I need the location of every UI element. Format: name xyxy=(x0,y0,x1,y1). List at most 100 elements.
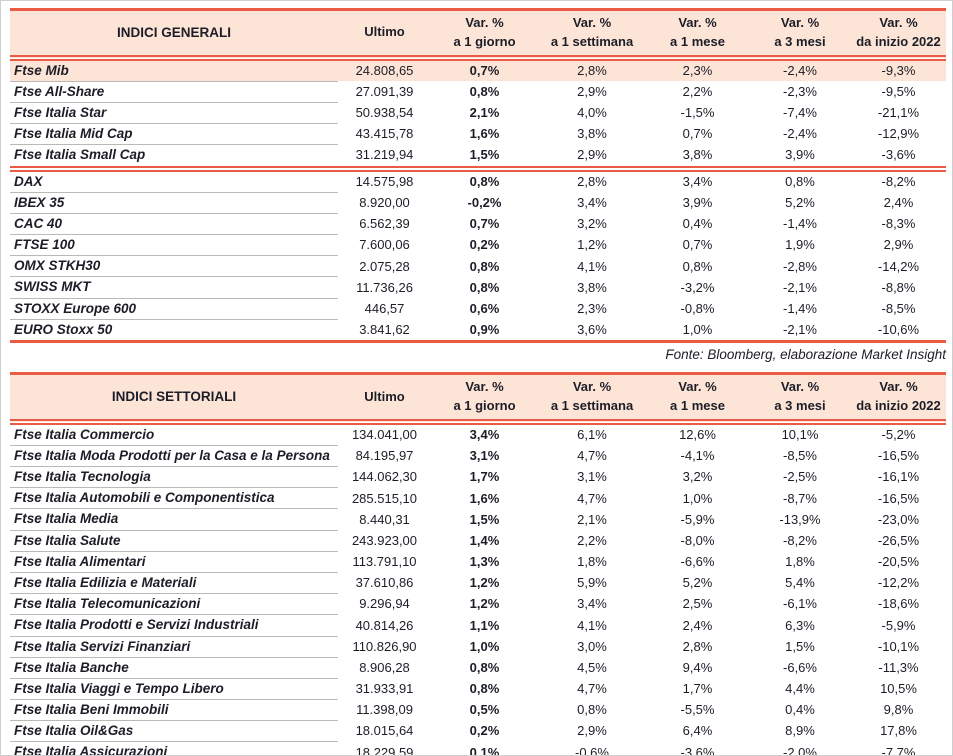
var-1-mese: -6,6% xyxy=(680,554,715,570)
var-3-mesi: -2,0% xyxy=(783,744,817,756)
var-1-mese: 2,2% xyxy=(682,84,713,100)
ultimo-value: 144.062,30 xyxy=(351,469,418,485)
var-inizio-2022: -11,3% xyxy=(878,659,919,675)
table-header: INDICI SETTORIALI Ultimo Var. % a 1 giorno V… xyxy=(10,373,946,425)
var-inizio-2022: 2,4% xyxy=(883,194,914,210)
var-inizio-2022: 10,5% xyxy=(880,681,917,697)
var-1-giorno: 1,1% xyxy=(469,617,500,633)
var-1-settimana: 3,4% xyxy=(577,194,607,210)
index-row: Ftse Italia Star 50.938,54 2,1% 4,0% -1,5% -7… xyxy=(10,102,946,125)
col-header-var-inizio-2022: Var. % da inizio 2022 xyxy=(851,9,946,61)
var-3-mesi: -8,7% xyxy=(783,490,817,506)
var-1-giorno: 0,8% xyxy=(469,84,500,100)
ultimo-value: 9.296,94 xyxy=(359,596,410,612)
index-name: Ftse Mib xyxy=(10,57,338,82)
var-1-giorno: 3,4% xyxy=(469,427,500,443)
period-label: da inizio 2022 xyxy=(856,397,941,413)
var-1-giorno: 0,8% xyxy=(469,659,500,675)
var-3-mesi: -6,1% xyxy=(783,596,817,612)
var-1-giorno: 1,6% xyxy=(469,490,500,506)
index-name: Ftse Italia Salute xyxy=(10,530,338,552)
var-1-giorno: 2,1% xyxy=(469,105,500,121)
index-row: Ftse Italia Edilizia e Materiali 37.610,8… xyxy=(10,572,946,595)
ultimo-value: 2.075,28 xyxy=(359,258,410,274)
col-header-var-1-mese: Var. % a 1 mese xyxy=(646,9,749,61)
var-1-settimana: 0,8% xyxy=(577,702,607,718)
var-3-mesi: 4,4% xyxy=(785,681,815,697)
var-3-mesi: 8,9% xyxy=(785,723,815,739)
var-inizio-2022: -26,5% xyxy=(877,532,920,548)
index-name: CAC 40 xyxy=(10,213,338,236)
var-1-mese: 3,8% xyxy=(682,147,713,163)
index-row: CAC 40 6.562,39 0,7% 3,2% 0,4% -1,4% -8,3% xyxy=(10,213,946,236)
var-inizio-2022: -16,1% xyxy=(877,469,920,485)
var-3-mesi: -8,5% xyxy=(783,448,817,464)
var-1-settimana: 3,1% xyxy=(577,469,607,485)
period-label: a 3 mesi xyxy=(774,397,826,413)
ultimo-value: 27.091,39 xyxy=(355,84,414,100)
var-inizio-2022: -12,2% xyxy=(877,575,920,591)
col-header-var-1-settimana: Var. % a 1 settimana xyxy=(538,9,646,61)
col-header-var-1-mese: Var. % a 1 mese xyxy=(646,373,749,425)
var-1-settimana: 2,9% xyxy=(577,723,607,739)
col-header-var-3-mesi: Var. % a 3 mesi xyxy=(749,373,851,425)
index-name: Ftse All-Share xyxy=(10,81,338,104)
table-section: Ftse Mib 24.808,65 0,7% 2,8% 2,3% -2,4% -9,3% F… xyxy=(10,57,946,170)
var-1-giorno: 0,8% xyxy=(469,258,500,274)
var-1-settimana: 3,4% xyxy=(577,596,607,612)
var-1-mese: 1,0% xyxy=(682,321,713,337)
index-name: Ftse Italia Media xyxy=(10,508,338,531)
var-percent-label: Var. % xyxy=(879,379,918,395)
index-name: Ftse Italia Beni Immobili xyxy=(10,699,338,722)
var-percent-label: Var. % xyxy=(465,15,504,30)
table-title: INDICI SETTORIALI xyxy=(10,373,338,425)
var-inizio-2022: -8,3% xyxy=(881,216,916,232)
index-name: Ftse Italia Viaggi e Tempo Libero xyxy=(10,678,338,701)
var-3-mesi: 5,2% xyxy=(785,194,815,210)
index-row: Ftse Italia Beni Immobili 11.398,09 0,5% 0,… xyxy=(10,699,946,722)
var-3-mesi: 1,9% xyxy=(785,237,815,253)
var-inizio-2022: 9,8% xyxy=(883,702,914,718)
var-inizio-2022: -5,9% xyxy=(881,617,916,633)
var-1-giorno: 1,5% xyxy=(469,147,500,163)
var-percent-label: Var. % xyxy=(879,15,918,30)
period-label: a 1 giorno xyxy=(453,397,516,413)
index-row: Ftse Italia Oil&Gas 18.015,64 0,2% 2,9% 6,4%… xyxy=(10,720,946,743)
index-name: Ftse Italia Star xyxy=(10,102,338,125)
var-3-mesi: -2,3% xyxy=(783,84,817,100)
var-inizio-2022: 17,8% xyxy=(880,723,917,739)
ultimo-value: 43.415,78 xyxy=(355,126,414,142)
var-inizio-2022: -7,7% xyxy=(881,744,916,756)
var-1-mese: 0,4% xyxy=(682,216,713,232)
var-1-giorno: 0,8% xyxy=(469,174,500,190)
col-header-ultimo: Ultimo xyxy=(338,9,431,61)
index-name: Ftse Italia Servizi Finanziari xyxy=(10,636,338,658)
index-name: EURO Stoxx 50 xyxy=(10,319,338,342)
var-3-mesi: -2,5% xyxy=(783,469,817,485)
var-1-giorno: 0,1% xyxy=(469,744,500,756)
index-row: Ftse Italia Tecnologia 144.062,30 1,7% 3,1%… xyxy=(10,466,946,489)
index-row: Ftse Italia Media 8.440,31 1,5% 2,1% -5,9% -1… xyxy=(10,508,946,531)
col-header-ultimo: Ultimo xyxy=(338,373,431,425)
index-name: OMX STKH30 xyxy=(10,255,338,278)
var-3-mesi: -7,4% xyxy=(783,105,817,121)
var-1-mese: 2,8% xyxy=(682,638,713,654)
var-inizio-2022: 2,9% xyxy=(883,237,914,253)
var-1-mese: -5,9% xyxy=(680,511,715,527)
index-name: Ftse Italia Telecomunicazioni xyxy=(10,593,338,616)
var-1-settimana: 2,2% xyxy=(577,532,607,548)
index-name: DAX xyxy=(10,168,338,193)
var-1-giorno: 0,8% xyxy=(469,681,500,697)
var-inizio-2022: -10,6% xyxy=(877,321,920,337)
var-1-settimana: 2,3% xyxy=(577,300,607,316)
ultimo-value: 31.219,94 xyxy=(355,147,414,163)
var-1-giorno: 0,6% xyxy=(469,300,500,316)
index-row: EURO Stoxx 50 3.841,62 0,9% 3,6% 1,0% -2,1% -1… xyxy=(10,319,946,342)
table-title: INDICI GENERALI xyxy=(10,9,338,61)
period-label: a 1 giorno xyxy=(453,33,516,49)
period-label: a 1 mese xyxy=(670,33,725,49)
index-name: FTSE 100 xyxy=(10,234,338,257)
var-1-giorno: 1,7% xyxy=(469,469,500,485)
index-row: Ftse Italia Prodotti e Servizi Industria… xyxy=(10,614,946,637)
